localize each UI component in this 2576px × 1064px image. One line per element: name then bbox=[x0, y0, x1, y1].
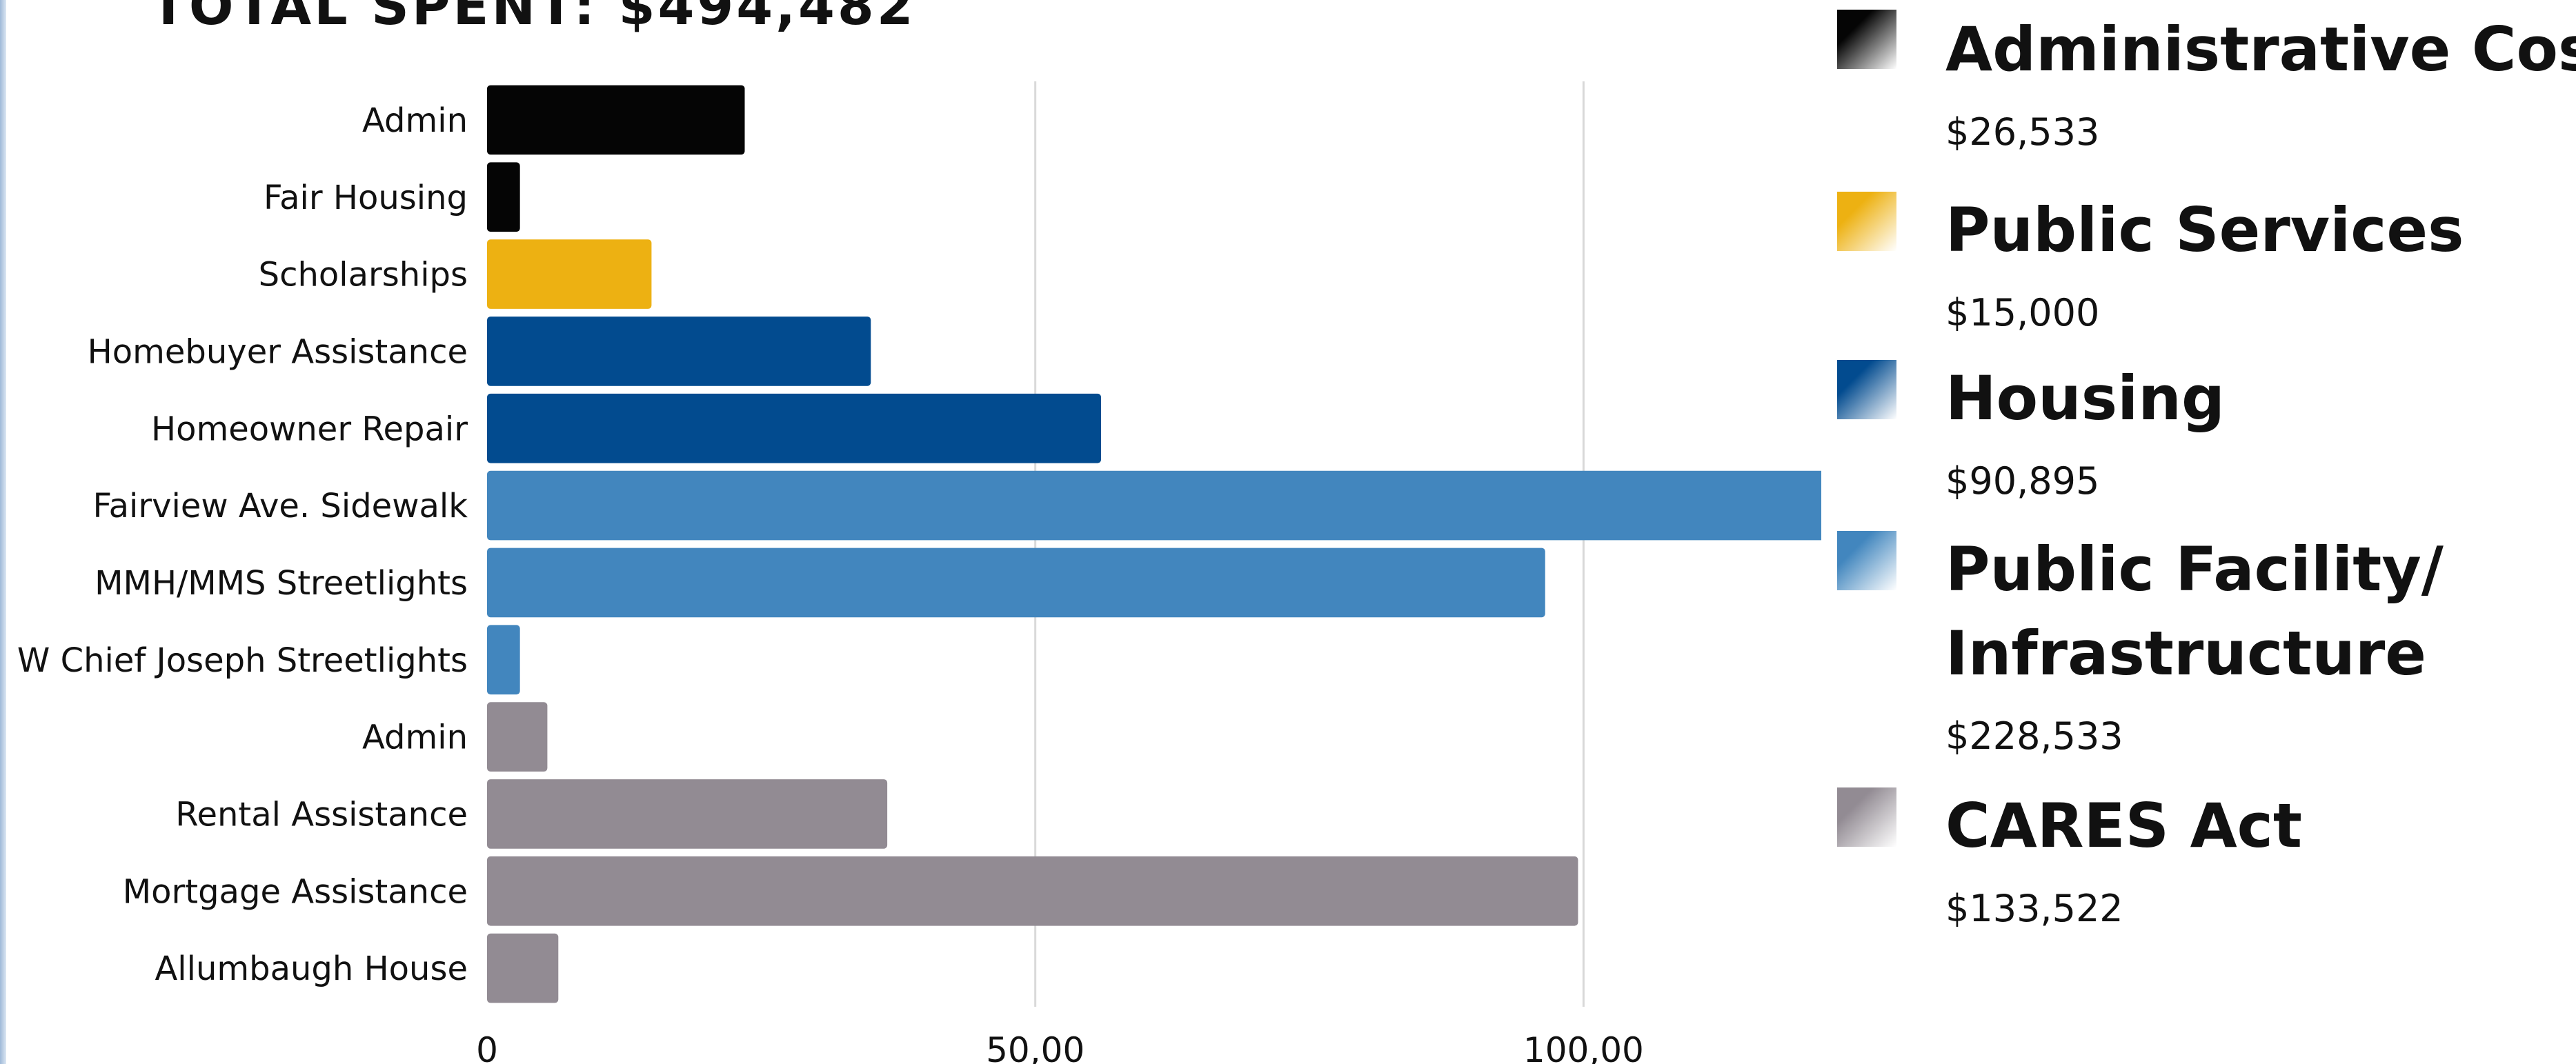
legend-label: CARES Act bbox=[1945, 790, 2302, 861]
left-edge-decoration bbox=[0, 0, 6, 1064]
category-label: Scholarships bbox=[259, 256, 468, 294]
legend-swatch bbox=[1837, 787, 1896, 847]
bar bbox=[487, 470, 1821, 541]
bar bbox=[487, 702, 548, 772]
bar bbox=[487, 548, 1545, 618]
category-label: Homebuyer Assistance bbox=[88, 332, 468, 371]
legend-swatch bbox=[1837, 531, 1896, 590]
legend-label: Public Services bbox=[1945, 194, 2464, 265]
legend-amount: $15,000 bbox=[1945, 291, 2100, 334]
legend-swatch bbox=[1837, 360, 1896, 419]
category-label: MMH/MMS Streetlights bbox=[95, 564, 468, 603]
category-label: Fairview Ave. Sidewalk bbox=[92, 487, 468, 525]
gridlines bbox=[486, 81, 1585, 1007]
legend-amount: $90,895 bbox=[1945, 459, 2100, 503]
category-label: Allumbaugh House bbox=[155, 950, 468, 988]
legend-label: Public Facility/ bbox=[1945, 534, 2444, 605]
bar bbox=[487, 317, 871, 386]
category-label: Fair Housing bbox=[264, 179, 468, 217]
bar bbox=[487, 779, 888, 849]
bar bbox=[487, 85, 745, 155]
bars bbox=[487, 85, 1821, 1003]
legend-swatch bbox=[1837, 10, 1896, 69]
category-label: Rental Assistance bbox=[175, 795, 468, 834]
x-tick-label: 0 bbox=[476, 1030, 498, 1064]
bar bbox=[487, 933, 559, 1003]
x-tick-label: 50,00 bbox=[986, 1030, 1084, 1064]
bar bbox=[487, 239, 652, 309]
legend-amount: $133,522 bbox=[1945, 887, 2123, 930]
category-label: Admin bbox=[362, 101, 468, 140]
category-label: W Chief Joseph Streetlights bbox=[17, 641, 468, 680]
bar bbox=[487, 162, 520, 232]
legend-amount: $26,533 bbox=[1945, 110, 2100, 154]
chart-title: TOTAL SPENT: $494,482 bbox=[150, 0, 916, 37]
bar-chart: Admin Fair Housing Scholarships Homebuyer A… bbox=[17, 81, 1821, 1064]
bar bbox=[487, 856, 1578, 926]
category-labels: Admin Fair Housing Scholarships Homebuyer A… bbox=[17, 101, 468, 988]
legend-label: Housing bbox=[1945, 363, 2225, 434]
legend: Administrative Costs $26,533 Public Serv… bbox=[1835, 0, 2576, 1064]
category-label: Mortgage Assistance bbox=[123, 872, 468, 911]
bar bbox=[487, 625, 520, 695]
legend-label: Administrative Costs bbox=[1945, 14, 2576, 85]
x-tick-label: 100,00 bbox=[1523, 1030, 1644, 1064]
legend-amount: $228,533 bbox=[1945, 714, 2123, 758]
category-label: Admin bbox=[362, 719, 468, 757]
bar bbox=[487, 393, 1102, 463]
legend-swatch bbox=[1837, 192, 1896, 251]
category-label: Homeowner Repair bbox=[151, 410, 468, 448]
legend-label-line2: Infrastructure bbox=[1945, 618, 2426, 689]
